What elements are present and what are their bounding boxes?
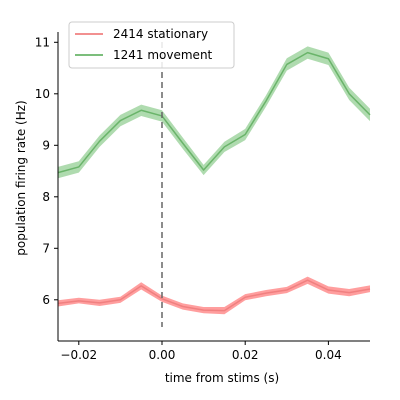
x-tick-label: −0.02 — [60, 348, 97, 362]
series-1-line — [57, 51, 371, 174]
plot-area — [57, 42, 371, 327]
x-tick-label: 0.02 — [232, 348, 259, 362]
legend: 2414 stationary 1241 movement — [68, 21, 235, 69]
y-tick-label: 8 — [42, 190, 50, 204]
legend-box — [68, 21, 235, 69]
x-axis-label: time from stims (s) — [165, 371, 279, 385]
legend-label-stationary: 2414 stationary — [113, 27, 208, 41]
y-tick-label: 7 — [42, 241, 50, 255]
y-tick-label: 11 — [35, 35, 50, 49]
legend-label-movement: 1241 movement — [113, 48, 213, 62]
x-tick-label: 0.04 — [315, 348, 342, 362]
y-axis-label: population firing rate (Hz) — [14, 100, 28, 255]
y-tick-label: 9 — [42, 138, 50, 152]
axes: −0.02 0.00 0.02 0.04 6 7 8 9 10 11 — [35, 32, 370, 362]
y-tick-label: 10 — [35, 87, 50, 101]
x-tick-label: 0.00 — [149, 348, 176, 362]
y-tick-label: 6 — [42, 293, 50, 307]
series-0-error-band — [58, 276, 370, 315]
series-0-line — [57, 279, 371, 312]
